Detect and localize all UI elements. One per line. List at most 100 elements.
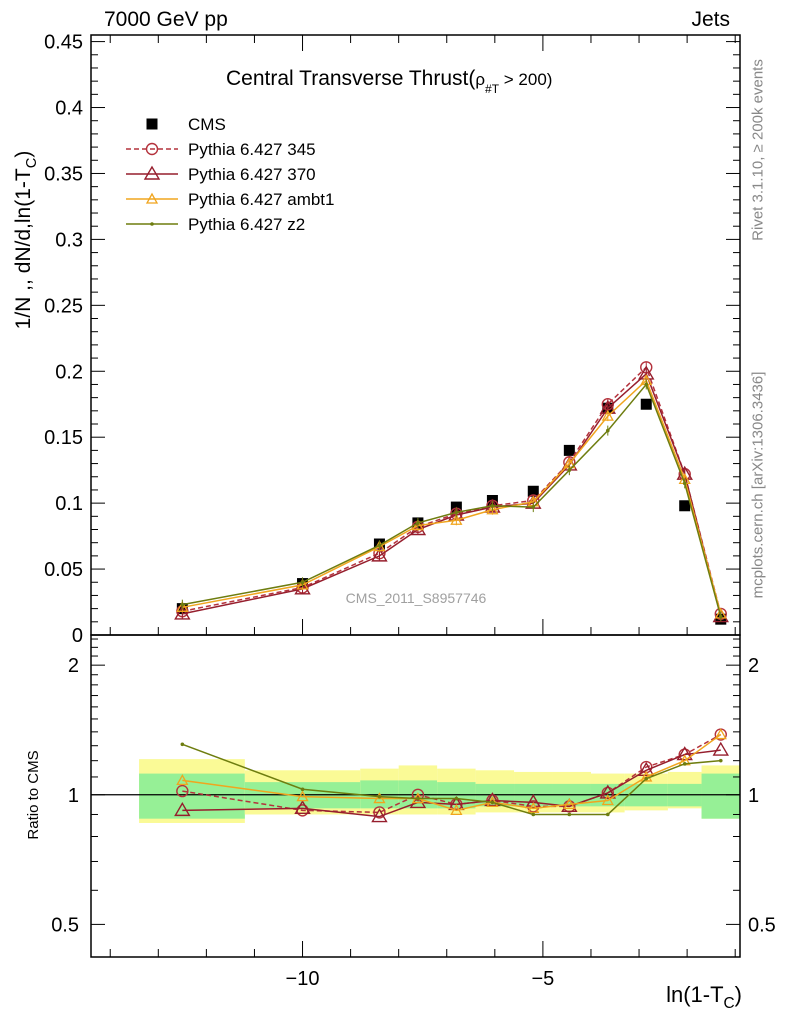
band-inner-segment	[139, 773, 245, 819]
data-point-z2	[644, 382, 649, 387]
ratio-point-ambt1	[714, 728, 727, 740]
legend-label: CMS	[188, 115, 226, 134]
ratio-line-ambt1	[182, 733, 722, 812]
ratio-point-z2	[300, 787, 305, 792]
ratio-ytick-label: 1	[68, 785, 79, 807]
ratio-point-z2	[644, 776, 649, 781]
ratio-point-z2	[180, 742, 185, 747]
legend-label: Pythia 6.427 ambt1	[188, 190, 334, 209]
main-ytick-label: 0.1	[55, 493, 83, 515]
ratio-point-ambt1	[450, 804, 463, 816]
legend-marker-ambt1	[145, 192, 159, 204]
ratio-point-ambt1	[527, 802, 540, 813]
data-point-ambt1	[486, 503, 499, 515]
ratio-line-p370	[182, 749, 721, 818]
data-point-z2	[718, 614, 723, 619]
ratio-point-p370	[174, 801, 191, 817]
main-ytick-label: 0.05	[44, 559, 83, 581]
data-point-z2	[490, 503, 495, 508]
legend: CMS Pythia 6.427 345 Pythia 6.427 370 Pythi…	[126, 115, 334, 234]
data-point-z2	[377, 543, 382, 548]
ratio-point-p370	[676, 746, 693, 761]
data-point-ambt1	[176, 600, 189, 612]
legend-label: Pythia 6.427 345	[188, 140, 316, 159]
header-left: 7000 GeV pp	[104, 8, 228, 31]
chart-title: Central Transverse Thrust(ρ#T > 200)	[226, 67, 552, 96]
data-point-ambt1	[296, 578, 309, 590]
data-point-cms	[679, 500, 691, 512]
data-point-z2	[682, 481, 687, 486]
series-ambt1	[176, 374, 727, 619]
band-inner-segment	[701, 773, 740, 819]
legend-item-p345: Pythia 6.427 345	[126, 140, 316, 159]
ratio-point-p370	[448, 795, 465, 811]
data-point-cms	[640, 398, 652, 410]
ratio-ytick-label-right: 1	[748, 785, 759, 807]
ratio-point-p370	[712, 741, 729, 756]
ratio-point-z2	[416, 796, 420, 801]
legend-item-z2: Pythia 6.427 z2	[126, 215, 305, 234]
ratio-point-p345	[176, 784, 189, 798]
ratio-point-z2	[718, 758, 723, 763]
ratio-series-z2	[180, 742, 723, 817]
ratio-point-z2	[682, 762, 687, 766]
main-ytick-label: 0.2	[55, 361, 83, 383]
rivet-note: Rivet 3.1.10, ≥ 200k events	[749, 59, 767, 241]
ratio-line-z2	[182, 743, 721, 816]
main-ytick-label: 0.45	[44, 32, 83, 54]
main-ylabel: 1/N ,, dN/d,ln(1-TC)	[12, 151, 40, 330]
series-line-ambt1	[182, 379, 722, 615]
axis-labels: 1/N ,, dN/d,ln(1-TC) Ratio to CMS ln(1-TC)…	[12, 67, 742, 1012]
ratio-series-p370	[174, 741, 729, 823]
series-z2	[180, 379, 723, 622]
legend-marker-z2	[150, 222, 154, 226]
main-ytick-label: 0	[72, 625, 83, 647]
data-point-z2	[416, 521, 420, 525]
main-ytick-label: 0.4	[55, 98, 83, 120]
data-point-z2	[300, 580, 305, 585]
legend-label: Pythia 6.427 z2	[188, 215, 305, 234]
analysis-watermark: CMS_2011_S8957746	[345, 590, 487, 606]
data-point-p370	[409, 521, 427, 536]
main-ytick-label: 0.25	[44, 295, 83, 317]
main-ytick-label: 0.35	[44, 163, 83, 185]
legend-marker-p345	[145, 142, 159, 156]
data-series	[174, 361, 729, 823]
data-point-p370	[371, 547, 388, 562]
ratio-point-z2	[454, 796, 459, 801]
data-point-p370	[174, 605, 191, 620]
ratio-point-ambt1	[640, 770, 653, 782]
ratio-ytick-label-right: 0.5	[748, 914, 776, 936]
xtick-label: −5	[531, 968, 554, 990]
legend-label: Pythia 6.427 370	[188, 165, 316, 184]
ratio-point-ambt1	[373, 792, 386, 804]
ratio-point-z2	[567, 812, 572, 817]
axes-frames	[90, 34, 741, 958]
ratio-ytick-label-right: 2	[748, 655, 759, 677]
ratio-ytick-label: 0.5	[51, 914, 79, 936]
ratio-point-z2	[377, 794, 382, 799]
ratio-point-p370	[294, 799, 311, 815]
data-point-z2	[605, 428, 610, 433]
series-line-z2	[182, 382, 722, 617]
main-ytick-label: 0.15	[44, 427, 83, 449]
ratio-point-p370	[599, 784, 617, 799]
ratio-point-p370	[525, 794, 542, 809]
data-point-z2	[531, 505, 536, 509]
legend-item-ambt1: Pythia 6.427 ambt1	[126, 190, 334, 209]
ratio-point-p370	[484, 792, 501, 807]
main-ytick-label: 0.3	[55, 229, 83, 251]
legend-marker-cms	[146, 118, 158, 130]
ratio-point-p345	[373, 806, 386, 819]
data-point-p370	[294, 580, 311, 595]
ratio-ytick-label: 2	[68, 655, 79, 677]
data-point-z2	[180, 602, 185, 607]
ratio-point-ambt1	[296, 790, 309, 802]
ratio-point-p370	[409, 794, 427, 809]
ratio-point-p370	[371, 808, 388, 823]
series-line-p370	[182, 372, 722, 617]
ratio-line-p345	[182, 733, 722, 814]
x-axis-label: ln(1-TC)	[666, 982, 742, 1012]
